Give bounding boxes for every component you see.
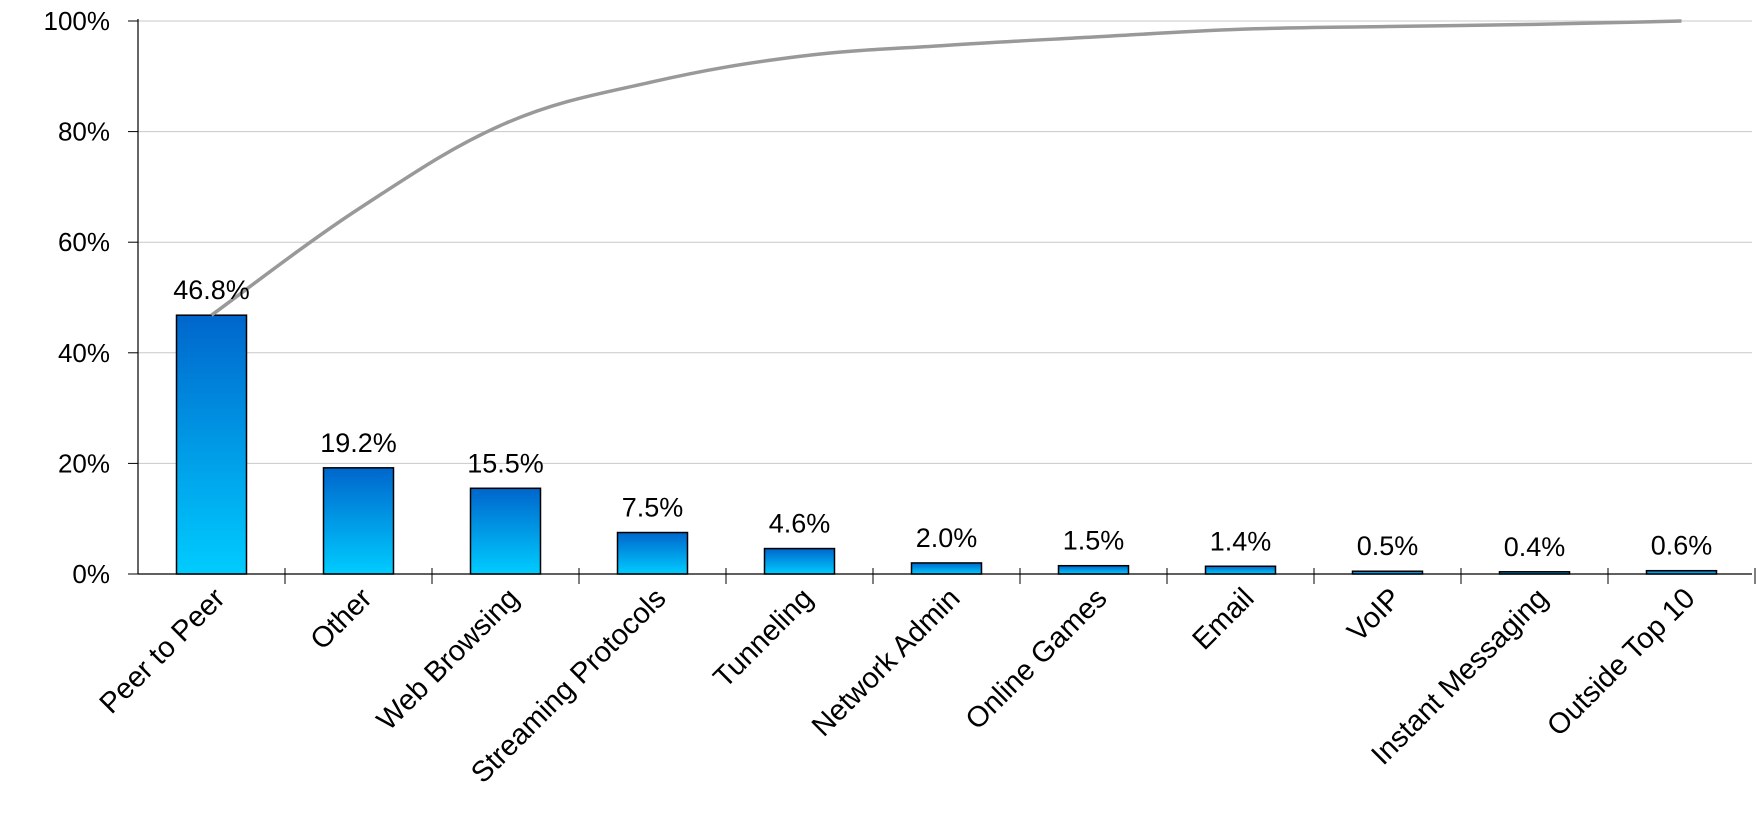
y-tick-label: 60% bbox=[58, 227, 110, 257]
bar-data-label: 0.4% bbox=[1504, 532, 1566, 562]
x-category-label: Web Browsing bbox=[371, 582, 525, 736]
bar bbox=[616, 531, 689, 575]
x-category-label: Peer to Peer bbox=[94, 582, 232, 720]
bar-data-label: 15.5% bbox=[467, 448, 544, 478]
bar bbox=[469, 487, 542, 575]
bar-data-label: 0.5% bbox=[1357, 531, 1419, 561]
y-tick-label: 80% bbox=[58, 117, 110, 147]
data-labels: 46.8% 19.2% 15.5% 7.5% 4.6% 2.0% 1.5% 1.4% 0.5% 0… bbox=[173, 275, 1712, 562]
y-tick-label: 20% bbox=[58, 448, 110, 478]
cumulative-line bbox=[210, 19, 1682, 317]
y-tick-label: 100% bbox=[44, 6, 111, 36]
bar bbox=[1057, 564, 1130, 575]
y-tick-label: 0% bbox=[72, 559, 110, 589]
bar bbox=[175, 314, 248, 575]
x-category-label: Tunneling bbox=[708, 582, 820, 694]
x-category-label: VoIP bbox=[1341, 582, 1407, 648]
bar-data-label: 0.6% bbox=[1651, 531, 1713, 561]
bar-data-label: 46.8% bbox=[173, 275, 250, 305]
bar-data-label: 2.0% bbox=[916, 523, 978, 553]
bar-data-label: 1.4% bbox=[1210, 526, 1272, 556]
bar bbox=[1204, 565, 1277, 575]
gridlines bbox=[138, 20, 1752, 464]
x-category-label: Network Admin bbox=[806, 582, 967, 743]
bar-data-label: 19.2% bbox=[320, 428, 397, 458]
x-category-label: Outside Top 10 bbox=[1541, 582, 1701, 742]
bar bbox=[322, 467, 395, 575]
bar-data-label: 1.5% bbox=[1063, 526, 1125, 556]
bar-data-label: 4.6% bbox=[769, 509, 831, 539]
bar bbox=[763, 547, 836, 575]
x-category-label: Online Games bbox=[960, 582, 1114, 736]
x-category-label: Email bbox=[1187, 582, 1261, 656]
cumulative-percent-line bbox=[210, 19, 1682, 317]
bar bbox=[910, 562, 983, 575]
bars bbox=[175, 314, 1718, 575]
y-tick-label: 40% bbox=[58, 338, 110, 368]
x-category-label: Other bbox=[305, 582, 379, 656]
bar-data-label: 7.5% bbox=[622, 493, 684, 523]
